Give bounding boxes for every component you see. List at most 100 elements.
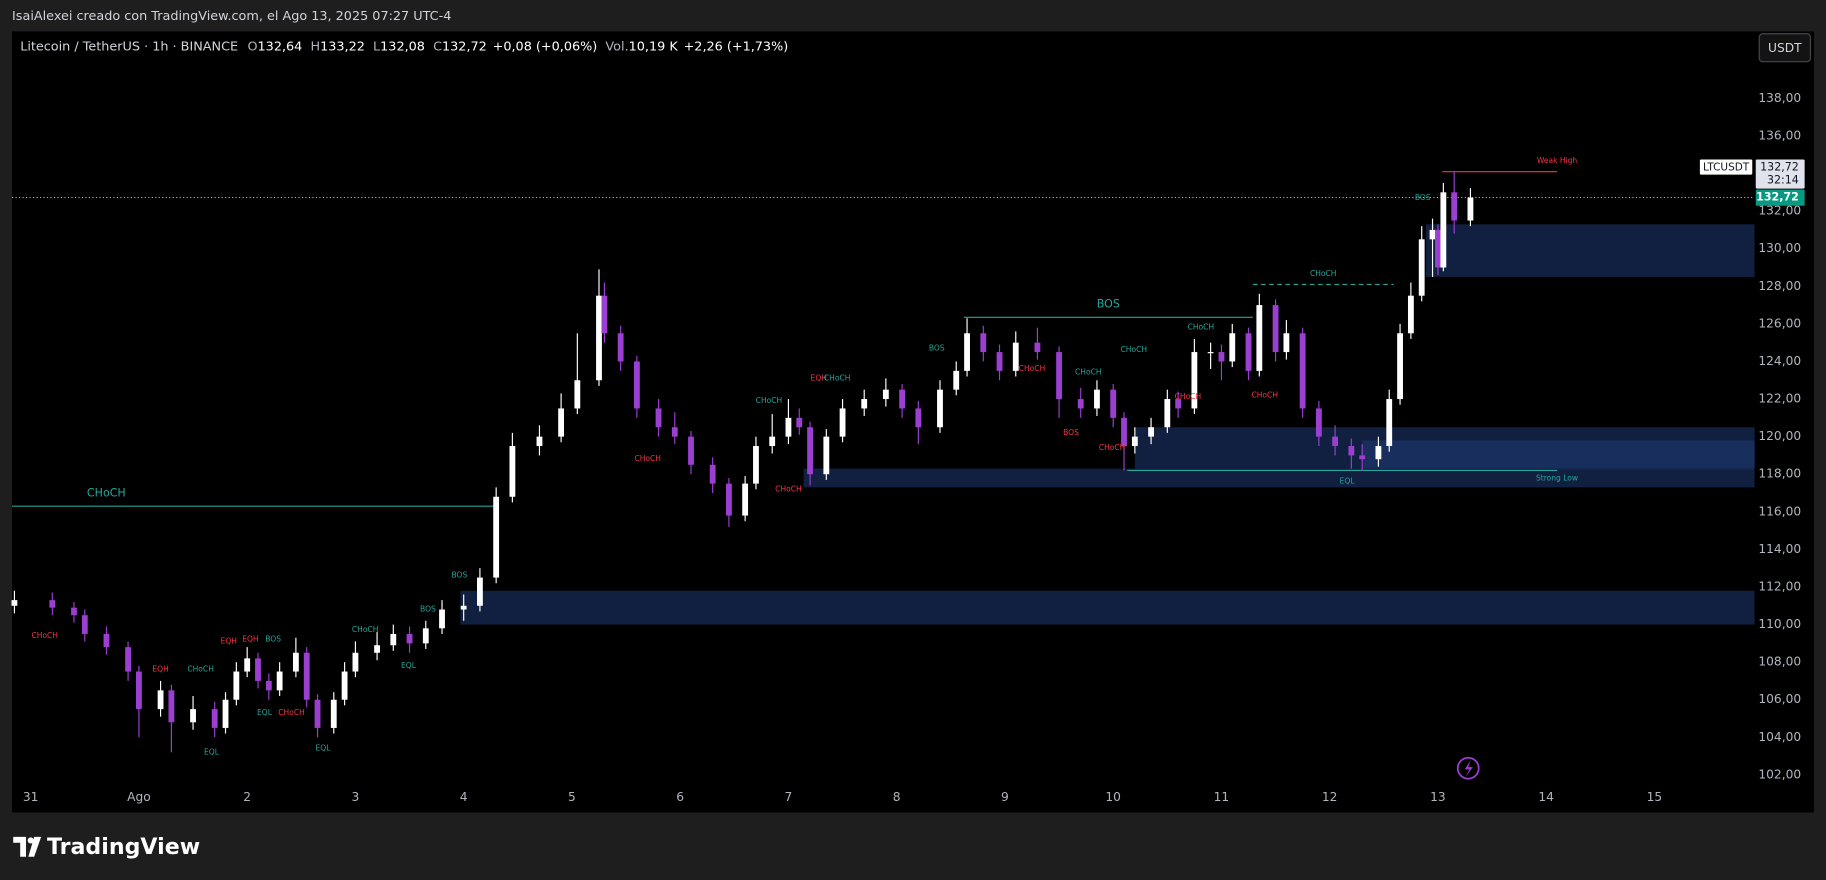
candle-body (1429, 229, 1436, 240)
structure-annotation: CHoCH (1019, 364, 1046, 373)
candle-body (390, 633, 397, 646)
candle-body (1283, 333, 1290, 353)
candle-body (255, 658, 261, 681)
y-tick-label: 104,00 (1758, 730, 1801, 744)
x-tick-label: 31 (23, 790, 39, 804)
x-tick-label: 7 (785, 790, 793, 804)
structure-annotation: CHoCH (756, 396, 783, 405)
x-tick-label: 9 (1001, 790, 1009, 804)
legend-field-value: 132,64 (258, 39, 303, 54)
candle-body (1094, 389, 1100, 409)
logo-mark (27, 837, 34, 844)
y-tick-label: 110,00 (1758, 617, 1801, 631)
y-tick-label: 120,00 (1758, 429, 1801, 443)
legend-volume-value: 10,19 K (629, 39, 679, 54)
structure-annotation: CHoCH (1121, 345, 1148, 354)
legend-row: Litecoin / TetherUS · 1h · BINANCE O132,6… (20, 39, 788, 54)
structure-annotation: CHoCH (1188, 323, 1215, 332)
candle-body (596, 295, 602, 381)
candle-body (861, 399, 868, 409)
x-tick-label: 10 (1105, 790, 1121, 804)
candle-body (823, 436, 830, 475)
structure-label: BOS (1097, 297, 1120, 310)
zone (1426, 224, 1755, 277)
candle-body (233, 671, 240, 700)
alert-icon[interactable] (1456, 756, 1480, 780)
candle-body (633, 361, 640, 409)
candle-body (725, 483, 732, 516)
candle-body (352, 652, 359, 672)
candle-body (406, 633, 413, 644)
structure-annotation: CHoCH (352, 625, 379, 634)
price-tag-countdown: 32:14 (1767, 173, 1799, 186)
y-tick-label: 116,00 (1758, 504, 1801, 518)
structure-annotation: BOS (420, 605, 436, 614)
candle-body (1148, 427, 1154, 437)
candle-body (190, 709, 196, 723)
y-tick-label: 136,00 (1758, 128, 1801, 142)
y-tick-label: 118,00 (1758, 467, 1801, 481)
zone (460, 590, 1755, 625)
alert-icon-bolt (1464, 760, 1473, 777)
structure-annotation: BOS (1063, 428, 1079, 437)
candle-body (341, 671, 348, 700)
candle-body (899, 389, 906, 409)
legend-field-label: H (310, 39, 320, 54)
candle-body (882, 389, 889, 400)
candle-body (1034, 342, 1041, 353)
candle-body (1191, 352, 1198, 409)
legend-field-label: L (373, 39, 381, 54)
structure-annotation: EQH (242, 635, 258, 644)
legend-field-value: 133,22 (320, 39, 365, 54)
candle-body (769, 436, 776, 447)
x-tick-label: Ago (127, 790, 151, 804)
structure-annotation: CHoCH (775, 484, 802, 493)
candle-body (964, 333, 970, 371)
currency-label: USDT (1768, 41, 1802, 55)
candle-body (1272, 305, 1279, 353)
candle-body (71, 607, 77, 616)
currency-button[interactable] (1758, 33, 1812, 63)
candle-body (574, 380, 581, 409)
legend: Litecoin / TetherUS · 1h · BINANCE O132,6… (20, 39, 788, 54)
candle-body (807, 427, 813, 475)
candle-body (839, 408, 846, 437)
legend-volume-change: +2,26 (+1,73%) (684, 39, 789, 54)
candle-body (601, 295, 608, 334)
x-tick-label: 6 (676, 790, 684, 804)
candle-body (1315, 408, 1322, 437)
candle-body (81, 615, 88, 634)
candle-body (1467, 197, 1474, 221)
structure-annotation: EQL (257, 708, 273, 717)
candle-body (1229, 333, 1236, 362)
legend-change: +0,08 (+0,06%) (493, 39, 598, 54)
candle-body (222, 699, 229, 728)
structure-annotation: EQH (152, 665, 168, 674)
candle-body (125, 647, 132, 672)
candle-body (1299, 333, 1306, 409)
candle-body (157, 690, 164, 710)
candle-body (136, 671, 142, 710)
candle-body (439, 609, 445, 629)
credit: IsaiAlexei creado con TradingView.com, e… (12, 9, 451, 24)
zone (803, 468, 1755, 488)
candle-body (1245, 333, 1252, 371)
legend-field-value: 132,72 (442, 39, 487, 54)
candle-body (996, 352, 1003, 371)
candle-body (1012, 342, 1019, 371)
candle-body (1121, 417, 1127, 447)
candle-body (1348, 446, 1355, 456)
y-tick-label: 128,00 (1758, 279, 1801, 293)
structure-label: CHoCH (1310, 269, 1337, 278)
y-tick-label: 106,00 (1758, 692, 1801, 706)
x-tick-label: 11 (1214, 790, 1230, 804)
chart-panel (12, 31, 1814, 813)
candle-body (1435, 229, 1441, 268)
candle-body (796, 417, 803, 428)
y-tick-label: 126,00 (1758, 316, 1801, 330)
y-tick-label: 132,00 (1758, 204, 1801, 218)
candle-body (1218, 352, 1225, 362)
